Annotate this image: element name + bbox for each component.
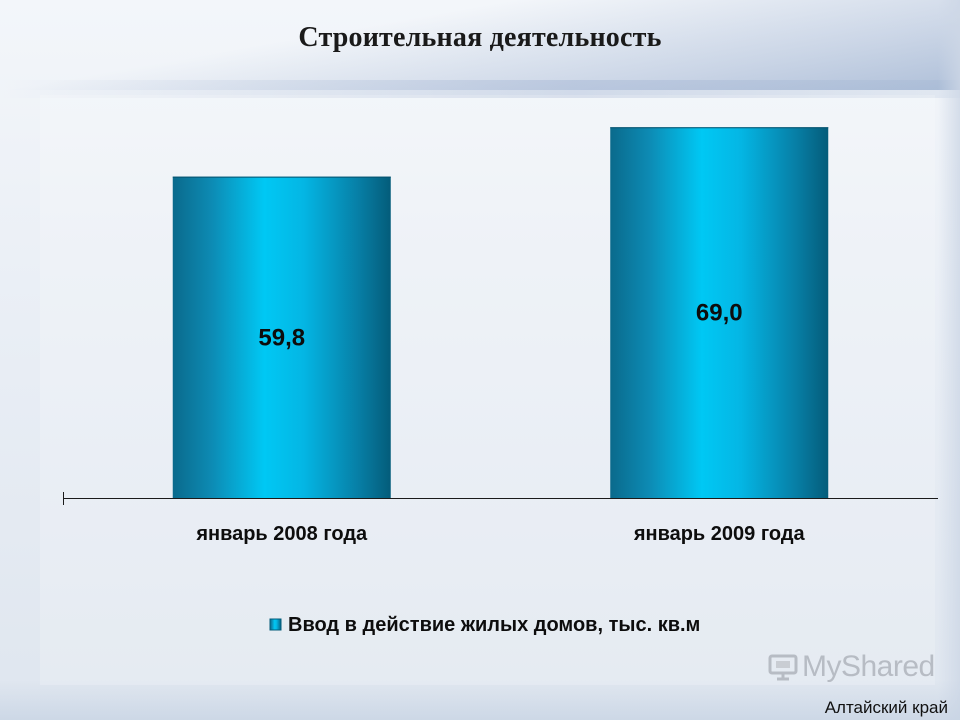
- background-decoration: [0, 0, 960, 90]
- data-label: 69,0: [696, 300, 743, 327]
- data-label: 59,8: [258, 324, 305, 351]
- watermark: MyShared: [768, 650, 935, 684]
- bars-group: [172, 127, 829, 499]
- x-tick-label: январь 2008 года: [195, 523, 368, 545]
- x-tick-label: январь 2009 года: [633, 523, 806, 545]
- background-right-strip: [938, 0, 960, 720]
- page-title: Строительная деятельность: [298, 22, 662, 53]
- legend-swatch: [269, 618, 282, 631]
- background-streak: [0, 80, 960, 98]
- watermark-text: MyShared: [802, 650, 935, 683]
- legend-label: Ввод в действие жилых домов, тыс. кв.м: [288, 614, 700, 636]
- labels-group: 59,8 январь 2008 года 69,0 январь 2009 года: [195, 300, 805, 545]
- legend: Ввод в действие жилых домов, тыс. кв.м: [269, 614, 700, 636]
- bar-2: [610, 127, 829, 499]
- region-label: Алтайский край: [824, 698, 948, 717]
- bar-1: [172, 176, 391, 498]
- background-bottom-band: [0, 680, 960, 720]
- presentation-icon: [768, 654, 798, 681]
